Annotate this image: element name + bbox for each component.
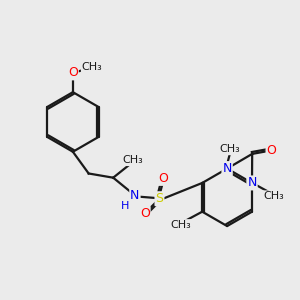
Text: S: S [155,192,164,205]
Text: H: H [121,201,129,211]
Text: O: O [158,172,168,185]
Text: CH₃: CH₃ [170,220,191,230]
Text: O: O [140,207,150,220]
Text: O: O [266,144,276,157]
Text: CH₃: CH₃ [263,191,284,201]
Text: O: O [68,66,78,80]
Text: CH₃: CH₃ [82,61,103,72]
Text: N: N [222,162,232,175]
Text: CH₃: CH₃ [220,144,240,154]
Text: CH₃: CH₃ [122,155,143,165]
Text: N: N [247,176,257,189]
Text: N: N [130,189,140,203]
